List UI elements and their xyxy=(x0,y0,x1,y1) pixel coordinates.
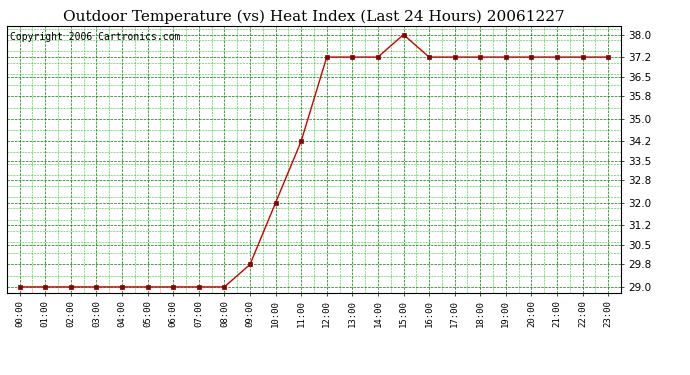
Title: Outdoor Temperature (vs) Heat Index (Last 24 Hours) 20061227: Outdoor Temperature (vs) Heat Index (Las… xyxy=(63,9,564,24)
Text: Copyright 2006 Cartronics.com: Copyright 2006 Cartronics.com xyxy=(10,32,180,42)
